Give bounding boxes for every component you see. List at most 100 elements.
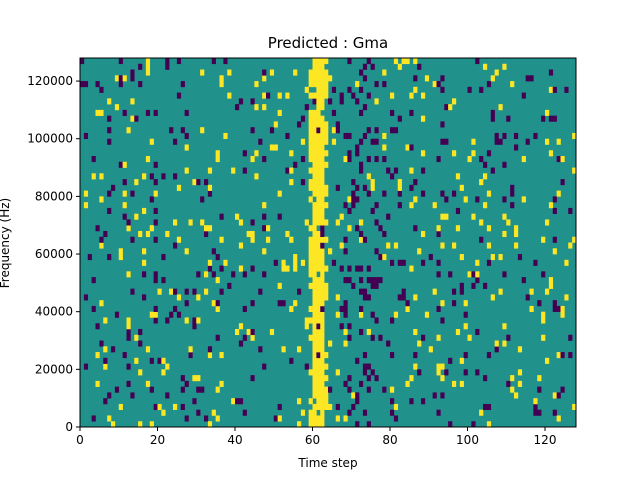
- heatmap-cell: [413, 225, 418, 232]
- heatmap-cell: [552, 207, 557, 214]
- heatmap-cell: [382, 230, 387, 238]
- heatmap-cell: [316, 127, 321, 134]
- heatmap-cell: [126, 127, 131, 134]
- heatmap-cell: [560, 311, 565, 318]
- heatmap-cell: [320, 398, 325, 405]
- heatmap-cell: [494, 346, 499, 353]
- heatmap-cell: [308, 150, 313, 157]
- heatmap-cell: [320, 63, 325, 70]
- heatmap-cell: [335, 219, 340, 226]
- heatmap-cell: [455, 207, 461, 214]
- heatmap-cell: [572, 236, 577, 243]
- heatmap-cell: [316, 202, 321, 209]
- heatmap-cell: [161, 409, 166, 416]
- heatmap-cell: [514, 225, 519, 232]
- heatmap-cell: [142, 207, 147, 214]
- heatmap-cell: [122, 109, 127, 116]
- heatmap-cell: [324, 375, 329, 382]
- heatmap-cell: [486, 150, 492, 157]
- heatmap-cell: [393, 58, 399, 65]
- heatmap-cell: [118, 58, 123, 65]
- heatmap-cell: [316, 323, 321, 330]
- heatmap-cell: [192, 317, 197, 324]
- heatmap-cell: [312, 346, 317, 353]
- heatmap-cell: [479, 219, 484, 226]
- y-tick-label: 60000: [35, 247, 73, 261]
- heatmap-cell: [273, 259, 278, 266]
- heatmap-cell: [250, 265, 255, 272]
- heatmap-cell: [428, 254, 433, 261]
- heatmap-cell: [107, 127, 112, 134]
- heatmap-cell: [308, 109, 313, 116]
- heatmap-cell: [320, 86, 325, 93]
- heatmap-cell: [351, 282, 356, 289]
- heatmap-cell: [215, 156, 220, 163]
- heatmap-cell: [494, 340, 499, 347]
- heatmap-cell: [335, 403, 340, 411]
- heatmap-cell: [138, 421, 143, 428]
- heatmap-cell: [440, 242, 445, 249]
- heatmap-cell: [153, 207, 158, 214]
- heatmap-cell: [370, 184, 375, 191]
- heatmap-cell: [324, 121, 329, 128]
- heatmap-cell: [184, 380, 189, 387]
- heatmap-cell: [142, 248, 147, 255]
- heatmap-cell: [99, 109, 104, 116]
- heatmap-cell: [374, 317, 379, 324]
- heatmap-cell: [250, 156, 255, 163]
- heatmap-cell: [440, 375, 445, 382]
- heatmap-cell: [475, 196, 480, 203]
- heatmap-cell: [324, 75, 329, 82]
- heatmap-cell: [289, 357, 294, 364]
- heatmap-cell: [277, 300, 282, 307]
- heatmap-cell: [258, 288, 263, 295]
- heatmap-cell: [227, 282, 232, 289]
- heatmap-cell: [157, 288, 162, 295]
- heatmap-cell: [521, 196, 526, 203]
- heatmap-cell: [370, 63, 375, 70]
- heatmap-cell: [436, 156, 441, 163]
- heatmap-cell: [176, 311, 182, 318]
- heatmap-cell: [397, 190, 402, 197]
- heatmap-cell: [362, 409, 368, 416]
- heatmap-cell: [258, 138, 263, 145]
- heatmap-area: [80, 58, 577, 428]
- heatmap-cell: [312, 179, 317, 186]
- heatmap-cell: [192, 323, 197, 330]
- heatmap-cell: [308, 398, 313, 405]
- heatmap-cell: [393, 167, 399, 174]
- heatmap-cell: [537, 386, 542, 393]
- heatmap-cell: [176, 184, 182, 191]
- heatmap-cell: [320, 184, 325, 191]
- heatmap-cell: [498, 104, 503, 111]
- heatmap-cell: [355, 184, 360, 191]
- heatmap-cell: [324, 219, 329, 226]
- heatmap-cell: [320, 132, 325, 140]
- heatmap-cell: [556, 352, 561, 359]
- heatmap-cell: [316, 415, 321, 422]
- heatmap-cell: [362, 63, 368, 70]
- heatmap-cell: [359, 230, 364, 238]
- heatmap-cell: [308, 127, 313, 134]
- heatmap-cell: [83, 81, 89, 88]
- heatmap-cell: [424, 311, 430, 318]
- heatmap-cell: [366, 277, 371, 284]
- heatmap-cell: [374, 248, 379, 255]
- heatmap-cell: [99, 196, 104, 203]
- heatmap-cell: [452, 190, 457, 197]
- heatmap-cell: [238, 265, 244, 272]
- heatmap-cell: [409, 265, 414, 272]
- heatmap-cell: [320, 363, 325, 370]
- heatmap-cell: [409, 398, 414, 405]
- heatmap-cell: [351, 92, 356, 99]
- heatmap-cell: [490, 115, 495, 122]
- heatmap-cell: [324, 81, 329, 88]
- heatmap-cell: [370, 179, 375, 186]
- heatmap-cell: [250, 328, 255, 336]
- heatmap-cell: [211, 58, 216, 65]
- heatmap-cell: [486, 81, 492, 88]
- heatmap-cell: [300, 138, 306, 145]
- heatmap-cell: [215, 334, 220, 341]
- heatmap-cell: [300, 409, 306, 416]
- y-tick-label: 40000: [35, 305, 73, 319]
